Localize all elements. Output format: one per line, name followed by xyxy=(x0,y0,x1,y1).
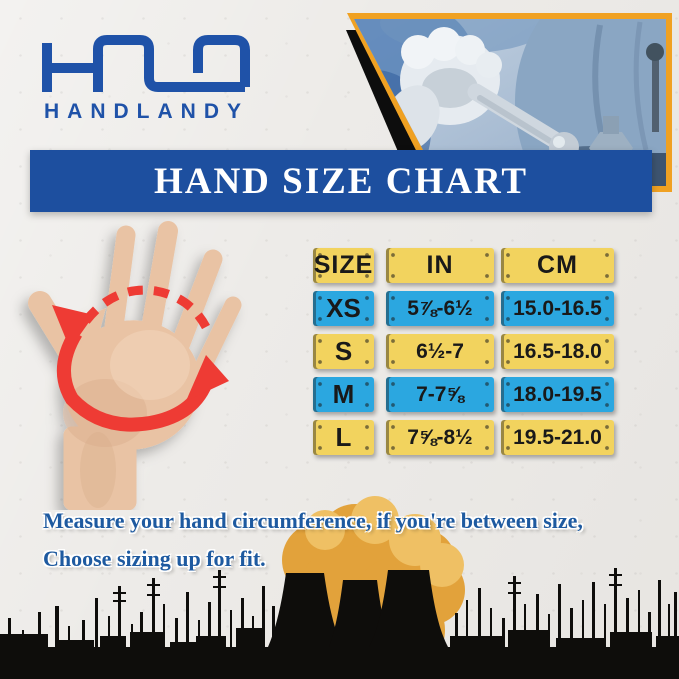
title-banner: HAND SIZE CHART xyxy=(30,150,652,212)
red-circular-measure-arrow xyxy=(52,285,229,432)
row-xs-cm: 15.0-16.5 xyxy=(501,291,614,326)
row-s-cm: 16.5-18.0 xyxy=(501,334,614,369)
row-m-size: M xyxy=(313,377,374,412)
hld-monogram-icon xyxy=(42,35,250,92)
col-header-in: IN xyxy=(386,248,494,283)
factory-skyline-silhouette-icon xyxy=(0,568,679,679)
hand-photo xyxy=(28,221,242,510)
row-xs-size: XS xyxy=(313,291,374,326)
open-hand-with-circumference-arrow xyxy=(28,221,242,510)
note-line-2: Choose sizing up for fit. xyxy=(43,546,266,571)
note-line-1: Measure your hand circumference, if you'… xyxy=(43,508,583,533)
row-l-cm: 19.5-21.0 xyxy=(501,420,614,455)
row-m-in: 7-7⅝ xyxy=(386,377,494,412)
page-title: HAND SIZE CHART xyxy=(153,160,529,202)
row-l-size: L xyxy=(313,420,374,455)
row-s-in: 6½-7 xyxy=(386,334,494,369)
col-header-size: SIZE xyxy=(313,248,374,283)
row-m-cm: 18.0-19.5 xyxy=(501,377,614,412)
size-chart-table: SIZE IN CM XS 5⅞-6½ 15.0-16.5 S 6½-7 16.… xyxy=(313,248,614,455)
brand-name: HANDLANDY xyxy=(44,100,249,123)
row-l-in: 7⅝-8½ xyxy=(386,420,494,455)
row-s-size: S xyxy=(313,334,374,369)
col-header-cm: CM xyxy=(501,248,614,283)
row-xs-in: 5⅞-6½ xyxy=(386,291,494,326)
